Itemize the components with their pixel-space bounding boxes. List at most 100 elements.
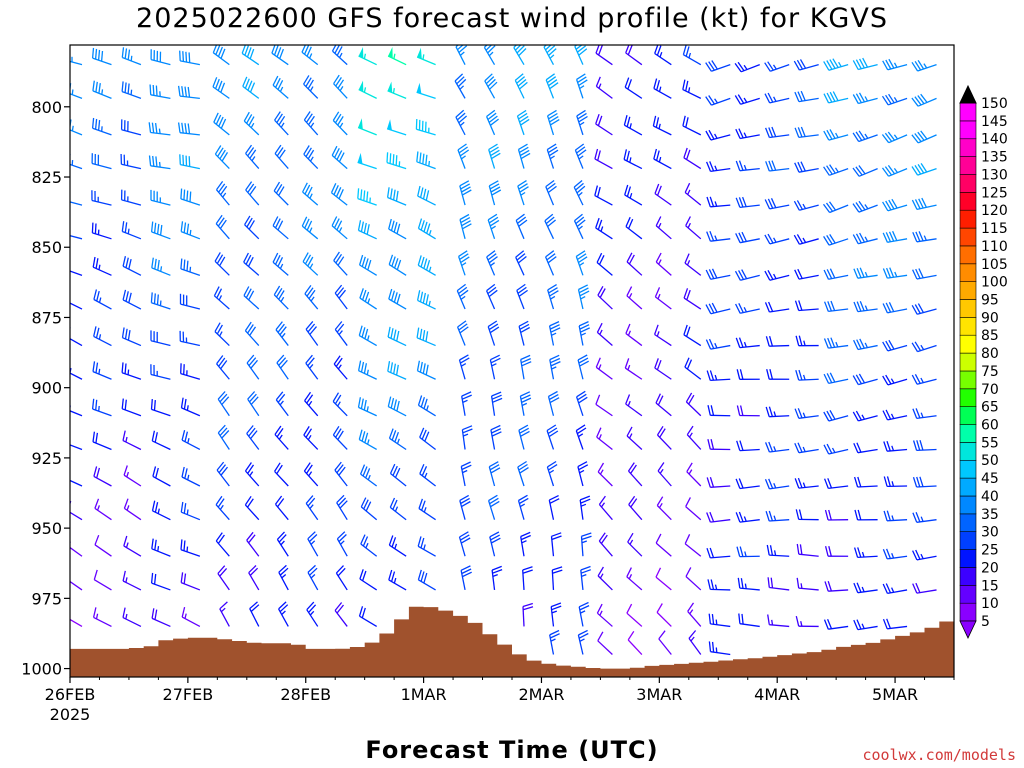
barb-feather xyxy=(887,131,896,141)
barb-half-feather xyxy=(714,201,718,207)
wind-barb xyxy=(122,607,142,628)
barb-half-feather xyxy=(920,516,924,522)
wind-barb xyxy=(765,336,790,347)
barb-feather xyxy=(578,321,589,327)
barb-feather xyxy=(459,494,470,501)
barb-staff xyxy=(578,325,584,346)
barb-staff xyxy=(626,295,643,310)
barb-half-feather xyxy=(520,191,526,196)
barb-feather xyxy=(490,537,501,544)
barb-half-feather xyxy=(186,405,189,411)
wind-barb xyxy=(852,410,878,422)
barb-feather xyxy=(243,252,249,263)
wind-barb xyxy=(852,232,878,245)
wind-barb xyxy=(336,494,348,521)
barb-feather xyxy=(824,509,829,521)
wind-barb xyxy=(544,213,557,240)
barb-staff xyxy=(390,472,407,487)
barb-pennant xyxy=(388,47,393,59)
wind-barb xyxy=(248,565,260,591)
barb-feather xyxy=(155,467,159,479)
barb-feather xyxy=(184,468,188,479)
barb-feather xyxy=(823,411,830,422)
barb-feather xyxy=(829,268,836,279)
barb-feather xyxy=(797,442,803,453)
barb-staff xyxy=(458,536,466,557)
wind-barb xyxy=(520,354,532,380)
barb-staff xyxy=(916,415,937,420)
barb-feather xyxy=(215,214,223,225)
wind-barb xyxy=(389,497,407,521)
barb-feather xyxy=(360,497,367,508)
wind-barb xyxy=(387,396,407,417)
barb-half-feather xyxy=(340,540,345,545)
barb-feather xyxy=(600,534,608,544)
wind-barb xyxy=(181,430,201,451)
barb-staff xyxy=(150,131,171,136)
barb-half-feather xyxy=(96,505,101,511)
wind-barb xyxy=(546,143,559,169)
barb-feather xyxy=(735,512,741,523)
barb-feather xyxy=(277,393,286,403)
wind-barb xyxy=(92,431,112,451)
barb-staff xyxy=(332,50,348,66)
wind-barb xyxy=(387,360,407,380)
barb-feather xyxy=(549,629,560,636)
barb-feather xyxy=(550,361,561,367)
barb-feather xyxy=(578,601,589,608)
barb-pennant xyxy=(358,80,364,92)
barb-feather xyxy=(419,187,424,198)
barb-feather xyxy=(597,631,604,642)
wind-barb xyxy=(912,512,937,523)
barb-feather xyxy=(828,201,837,211)
barb-staff xyxy=(551,569,555,590)
barb-feather xyxy=(390,328,394,339)
barb-feather xyxy=(793,200,800,211)
barb-feather xyxy=(627,79,633,90)
barb-feather xyxy=(490,354,500,361)
barb-feather xyxy=(490,500,500,508)
barb-feather xyxy=(422,330,426,341)
barb-feather xyxy=(181,122,184,134)
barb-feather xyxy=(768,406,774,417)
wind-barb xyxy=(388,288,407,310)
barb-feather xyxy=(516,76,526,84)
wind-barb xyxy=(624,184,643,206)
barb-half-feather xyxy=(628,433,633,439)
barb-staff xyxy=(92,408,112,417)
barb-feather xyxy=(334,113,342,124)
wind-barb xyxy=(212,77,230,99)
barb-feather xyxy=(764,127,771,138)
barb-feather xyxy=(63,81,64,91)
wind-barb xyxy=(215,181,230,206)
wind-barb xyxy=(595,45,613,66)
barb-feather xyxy=(489,531,500,538)
barb-staff xyxy=(545,79,555,99)
barb-feather xyxy=(768,478,774,489)
colorbar-tick-label: 25 xyxy=(981,543,999,559)
barb-feather xyxy=(123,498,129,509)
barb-half-feather xyxy=(743,64,748,70)
barb-half-feather xyxy=(338,227,343,233)
barb-feather xyxy=(655,117,660,128)
barb-feather xyxy=(709,547,715,558)
barb-feather xyxy=(247,391,256,400)
barb-staff xyxy=(388,579,407,591)
wind-barb xyxy=(911,197,937,211)
barb-feather xyxy=(279,604,289,613)
barb-half-feather xyxy=(600,226,604,232)
barb-feather xyxy=(276,428,284,438)
wind-barb xyxy=(706,196,731,208)
barb-feather xyxy=(458,250,468,257)
barb-feather xyxy=(460,565,471,571)
barb-half-feather xyxy=(920,344,925,350)
colorbar-tick-label: 20 xyxy=(981,560,999,576)
barb-half-feather xyxy=(98,264,101,270)
barb-half-feather xyxy=(864,96,869,102)
barb-feather xyxy=(423,398,428,409)
wind-barb xyxy=(653,324,672,347)
barb-feather xyxy=(684,357,690,368)
barb-half-feather xyxy=(125,436,128,443)
wind-barb xyxy=(624,358,643,380)
